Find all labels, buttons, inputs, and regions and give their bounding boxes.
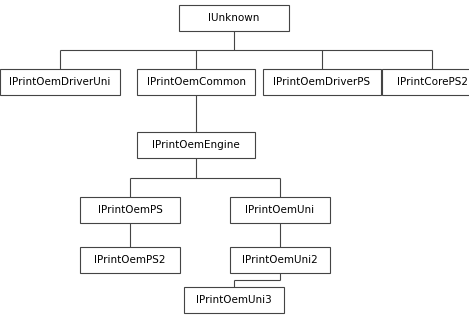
- FancyBboxPatch shape: [230, 197, 330, 223]
- FancyBboxPatch shape: [80, 197, 180, 223]
- FancyBboxPatch shape: [179, 5, 289, 31]
- FancyBboxPatch shape: [0, 69, 120, 95]
- FancyBboxPatch shape: [230, 247, 330, 273]
- Text: IPrintOemUni3: IPrintOemUni3: [196, 295, 272, 305]
- Text: IUnknown: IUnknown: [208, 13, 260, 23]
- Text: IPrintOemEngine: IPrintOemEngine: [152, 140, 240, 150]
- FancyBboxPatch shape: [263, 69, 381, 95]
- Text: IPrintOemDriverPS: IPrintOemDriverPS: [273, 77, 371, 87]
- Text: IPrintOemDriverUni: IPrintOemDriverUni: [9, 77, 111, 87]
- Text: IPrintOemCommon: IPrintOemCommon: [146, 77, 245, 87]
- Text: IPrintOemPS2: IPrintOemPS2: [94, 255, 166, 265]
- FancyBboxPatch shape: [137, 132, 255, 158]
- Text: IPrintCorePS2: IPrintCorePS2: [396, 77, 468, 87]
- FancyBboxPatch shape: [137, 69, 255, 95]
- Text: IPrintOemUni: IPrintOemUni: [245, 205, 315, 215]
- FancyBboxPatch shape: [80, 247, 180, 273]
- FancyBboxPatch shape: [382, 69, 469, 95]
- FancyBboxPatch shape: [184, 287, 284, 313]
- Text: IPrintOemPS: IPrintOemPS: [98, 205, 162, 215]
- Text: IPrintOemUni2: IPrintOemUni2: [242, 255, 318, 265]
